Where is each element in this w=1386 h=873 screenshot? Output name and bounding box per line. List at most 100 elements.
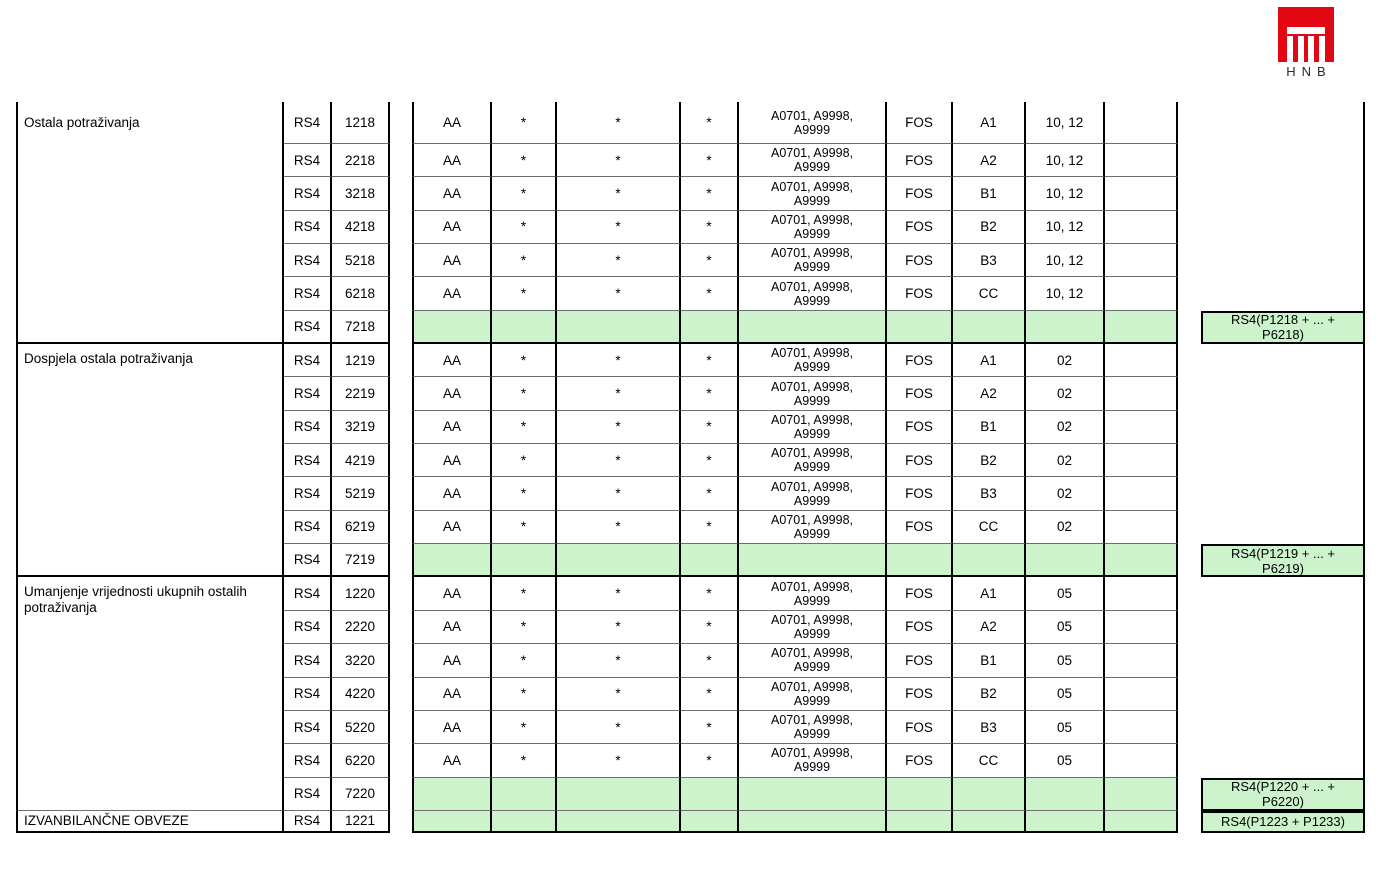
- rs4-cell: RS4: [284, 377, 332, 411]
- text-line: RS4(P1223 + P1233): [1221, 814, 1345, 830]
- star-cell: *: [557, 744, 681, 778]
- instruments-cell: 02: [1026, 410, 1105, 445]
- empty-cell: [1105, 277, 1178, 311]
- grade-cell: A1: [953, 102, 1026, 144]
- total-row-cell: [887, 310, 953, 345]
- star-cell: *: [492, 577, 557, 611]
- hnb-logo-text: HNB: [1286, 64, 1332, 79]
- star-cell: *: [492, 510, 557, 545]
- empty-cell: [1105, 144, 1178, 178]
- asset-codes-cell: A0701, A9998, A9999: [739, 710, 887, 745]
- aa-cell: AA: [412, 210, 492, 245]
- asset-codes-cell: A0701, A9998, A9999: [739, 677, 887, 711]
- text-line: A9999: [793, 493, 831, 508]
- star-cell: *: [681, 744, 739, 778]
- fos-cell: FOS: [887, 144, 953, 178]
- instruments-cell: 02: [1026, 477, 1105, 511]
- grade-cell: CC: [953, 277, 1026, 311]
- star-cell: *: [557, 510, 681, 545]
- grade-cell: CC: [953, 510, 1026, 545]
- star-cell: *: [681, 177, 739, 211]
- aa-cell: AA: [412, 410, 492, 445]
- instruments-cell: 10, 12: [1026, 244, 1105, 278]
- total-row-cell: [953, 810, 1026, 833]
- text-line: A9999: [793, 260, 831, 275]
- star-cell: *: [557, 177, 681, 211]
- asset-codes-cell: A0701, A9998, A9999: [739, 477, 887, 511]
- label-cell: Dospjela ostala potraživanja: [16, 344, 284, 578]
- star-cell: *: [492, 244, 557, 278]
- grade-cell: B1: [953, 410, 1026, 445]
- asset-codes-cell: A0701, A9998, A9999: [739, 410, 887, 445]
- rs4-cell: RS4: [284, 244, 332, 278]
- rs4-cell: RS4: [284, 744, 332, 778]
- aa-cell: AA: [412, 677, 492, 711]
- empty-cell: [1105, 210, 1178, 245]
- instruments-cell: 05: [1026, 677, 1105, 711]
- aa-cell: AA: [412, 710, 492, 745]
- rs4-cell: RS4: [284, 310, 332, 345]
- grade-cell: A2: [953, 377, 1026, 411]
- instruments-cell: 02: [1026, 344, 1105, 378]
- text-line: A9999: [793, 293, 831, 308]
- aa-cell: AA: [412, 377, 492, 411]
- fos-cell: FOS: [887, 577, 953, 611]
- fos-cell: FOS: [887, 210, 953, 245]
- total-row-cell: [492, 310, 557, 345]
- formula-cell: RS4(P1220 + ... + P6220): [1201, 777, 1365, 811]
- star-cell: *: [557, 377, 681, 411]
- code-cell: 1221: [332, 810, 390, 833]
- star-cell: *: [557, 644, 681, 678]
- star-cell: *: [492, 644, 557, 678]
- total-row-cell: [1026, 777, 1105, 811]
- empty-cell: [1105, 610, 1178, 645]
- total-row-cell: [739, 810, 887, 833]
- text-line: A9999: [793, 393, 831, 408]
- star-cell: *: [492, 744, 557, 778]
- rs4-cell: RS4: [284, 344, 332, 378]
- star-cell: *: [681, 210, 739, 245]
- empty-cell: [1105, 477, 1178, 511]
- total-row-cell: [1026, 544, 1105, 578]
- text-line: A0701, A9998,: [770, 108, 854, 123]
- rs4-cell: RS4: [284, 610, 332, 645]
- empty-cell: [1105, 102, 1178, 144]
- star-cell: *: [492, 477, 557, 511]
- text-line: A9999: [793, 593, 831, 608]
- rs4-cell: RS4: [284, 677, 332, 711]
- star-cell: *: [557, 477, 681, 511]
- grade-cell: B3: [953, 244, 1026, 278]
- star-cell: *: [557, 277, 681, 311]
- total-row-cell: [492, 544, 557, 578]
- asset-codes-cell: A0701, A9998, A9999: [739, 610, 887, 645]
- text-line: A0701, A9998,: [770, 746, 854, 761]
- empty-cell: [1105, 244, 1178, 278]
- grade-cell: B2: [953, 444, 1026, 478]
- formula-cell: RS4(P1218 + ... + P6218): [1201, 310, 1365, 345]
- asset-codes-cell: A0701, A9998, A9999: [739, 510, 887, 545]
- reporting-codes-table: Ostala potraživanja RS4 1218 AA * * * A0701, A9…: [16, 102, 1365, 833]
- total-row-cell: [887, 810, 953, 833]
- total-row-cell: [1105, 777, 1178, 811]
- total-row-cell: [953, 777, 1026, 811]
- total-row-cell: [557, 810, 681, 833]
- rs4-cell: RS4: [284, 544, 332, 578]
- text-line: A0701, A9998,: [770, 412, 854, 427]
- label-cell: IZVANBILANČNE OBVEZE: [16, 810, 284, 833]
- text-line: A0701, A9998,: [770, 346, 854, 361]
- asset-codes-cell: A0701, A9998, A9999: [739, 210, 887, 245]
- total-row-cell: [739, 310, 887, 345]
- total-row-cell: [492, 810, 557, 833]
- asset-codes-cell: A0701, A9998, A9999: [739, 344, 887, 378]
- label-cell: Ostala potraživanja: [16, 102, 284, 345]
- empty-cell: [1105, 577, 1178, 611]
- formula-cell: RS4(P1219 + ... + P6219): [1201, 544, 1365, 578]
- label-cell: Umanjenje vrijednosti ukupnih ostalih po…: [16, 577, 284, 811]
- code-cell: 3219: [332, 410, 390, 445]
- fos-cell: FOS: [887, 344, 953, 378]
- text-line: A9999: [793, 526, 831, 541]
- rs4-cell: RS4: [284, 477, 332, 511]
- empty-cell: [1105, 677, 1178, 711]
- text-line: A0701, A9998,: [770, 179, 854, 194]
